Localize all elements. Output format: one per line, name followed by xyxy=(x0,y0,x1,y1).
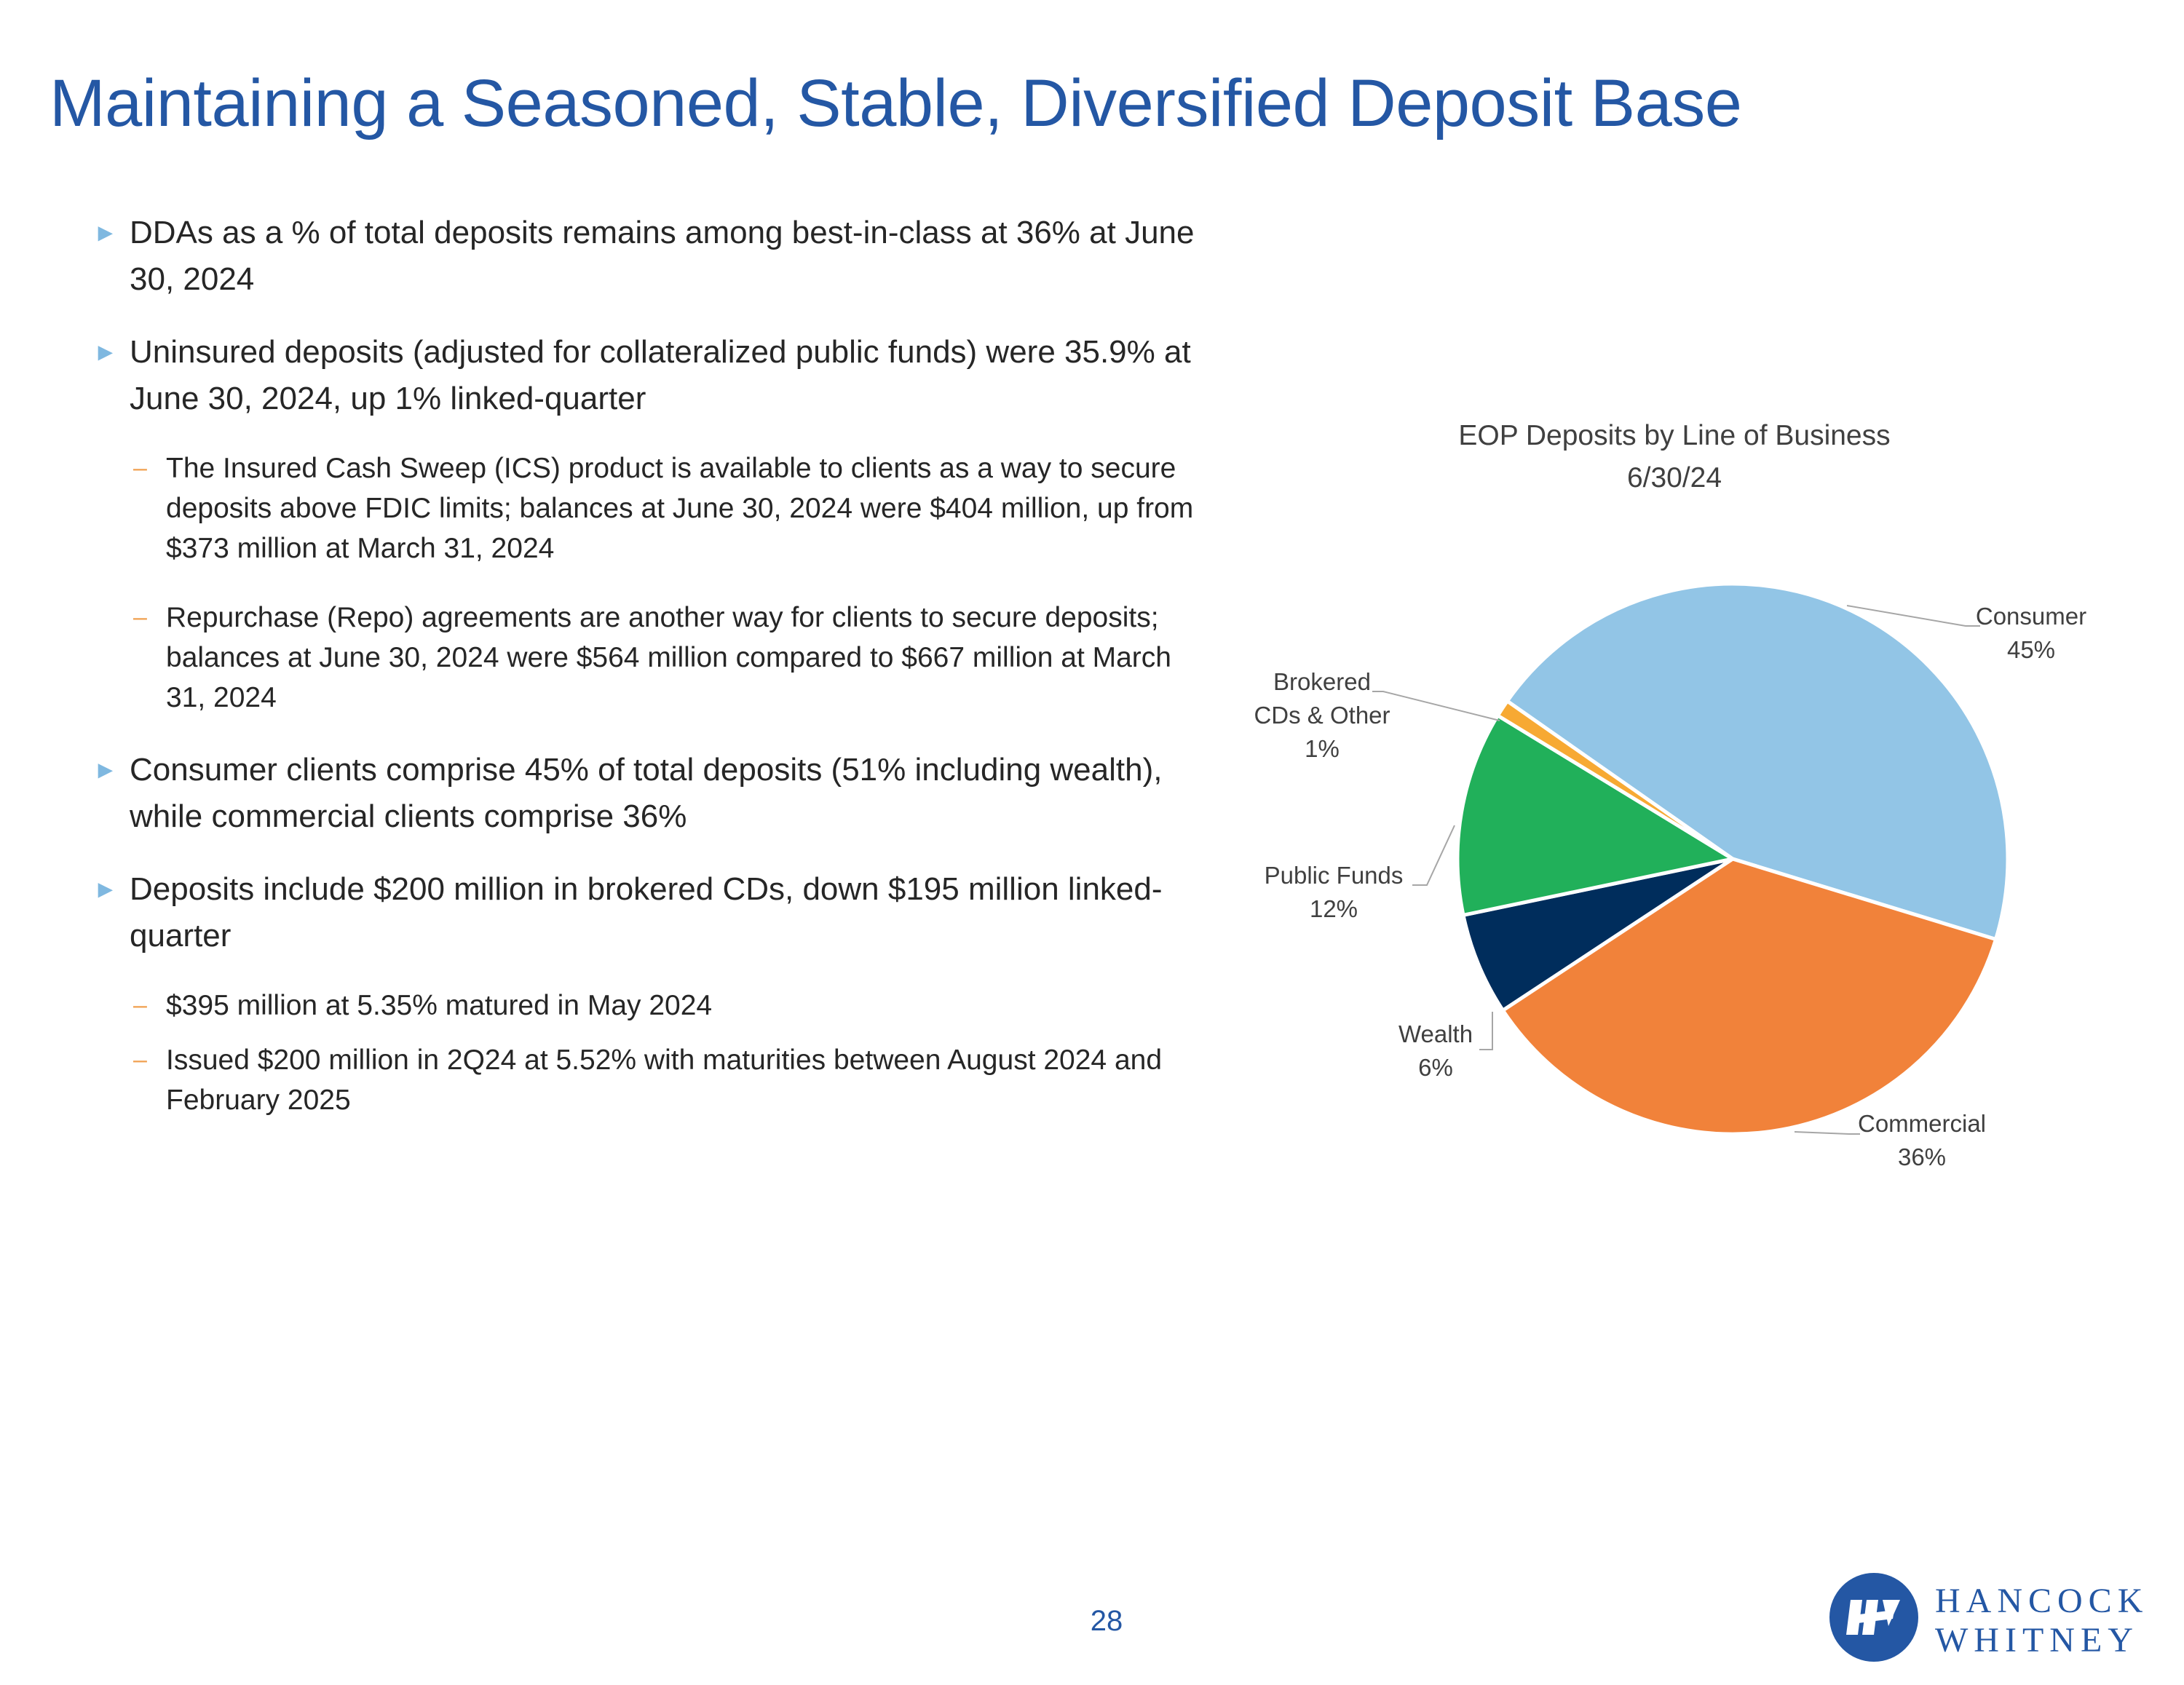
slice-percent-label: 12% xyxy=(1310,895,1358,922)
chart-subtitle: 6/30/24 xyxy=(1626,462,1722,493)
chart-title: EOP Deposits by Line of Business xyxy=(1458,420,1891,451)
pie-slice-wealth xyxy=(1461,857,1734,1013)
slice-percent-label: 45% xyxy=(2007,636,2055,663)
bullet-item: ► DDAs as a % of total deposits remains a… xyxy=(93,210,1207,303)
sub-bullet-item: – Repurchase (Repo) agreements are anothe… xyxy=(57,598,1207,718)
leader-line xyxy=(1372,691,1500,721)
dash-bullet-icon: – xyxy=(133,991,147,1019)
slice-percent-label: 36% xyxy=(1898,1143,1946,1170)
slice-label: Commercial xyxy=(1858,1110,1986,1137)
sub-bullet-item: – The Insured Cash Sweep (ICS) product is… xyxy=(57,448,1207,568)
dash-bullet-icon: – xyxy=(133,1046,147,1074)
triangle-bullet-icon: ► xyxy=(93,338,118,366)
logo-line-2: WHITNEY xyxy=(1935,1621,2139,1660)
pie-slice-commercial xyxy=(1500,857,1998,1136)
bullet-text: Consumer clients comprise 45% of total d… xyxy=(130,752,1163,834)
logo-wordmark: HANCOCK WHITNEY xyxy=(1935,1582,2148,1660)
slice-percent-label: 1% xyxy=(1305,735,1340,762)
slice-label: Consumer xyxy=(1976,603,2086,630)
chart-title-block: EOP Deposits by Line of Business 6/30/24 xyxy=(1347,415,2002,499)
triangle-bullet-icon: ► xyxy=(93,876,118,903)
slice-label: CDs & Other xyxy=(1254,702,1390,729)
triangle-bullet-icon: ► xyxy=(93,756,118,784)
triangle-bullet-icon: ► xyxy=(93,219,118,247)
pie-slice-public-funds xyxy=(1455,713,1738,918)
dash-bullet-icon: – xyxy=(133,603,147,631)
sub-bullet-text: Issued $200 million in 2Q24 at 5.52% wit… xyxy=(166,1044,1163,1116)
page-number: 28 xyxy=(1090,1605,1123,1637)
dash-bullet-icon: – xyxy=(133,454,147,482)
slice-label: Brokered xyxy=(1273,668,1371,695)
bullet-text: Deposits include $200 million in brokere… xyxy=(130,871,1163,953)
leader-line xyxy=(1412,825,1455,886)
hancock-whitney-logo-icon xyxy=(1829,1573,1918,1662)
pie-slice-brokered-cds-other xyxy=(1495,698,1734,861)
pie-slice-consumer xyxy=(1504,582,2010,942)
slice-label: Public Funds xyxy=(1265,862,1404,889)
bullet-item: ► Uninsured deposits (adjusted for collat… xyxy=(93,329,1207,422)
bullet-list: ► DDAs as a % of total deposits remains a… xyxy=(93,210,1207,1149)
leader-line xyxy=(1794,1131,1860,1135)
bullet-text: Uninsured deposits (adjusted for collate… xyxy=(130,334,1191,416)
logo-line-1: HANCOCK xyxy=(1935,1582,2149,1620)
sub-bullet-item: – Issued $200 million in 2Q24 at 5.52% wi… xyxy=(57,1040,1207,1120)
leader-line xyxy=(1846,605,1980,627)
sub-bullet-text: The Insured Cash Sweep (ICS) product is … xyxy=(166,453,1194,564)
slice-label: Wealth xyxy=(1398,1020,1473,1047)
sub-bullet-item: – $395 million at 5.35% matured in May 20… xyxy=(57,986,1207,1026)
sub-bullet-text: Repurchase (Repo) agreements are another… xyxy=(166,602,1171,713)
bullet-text: DDAs as a % of total deposits remains am… xyxy=(130,215,1195,297)
bullet-item: ► Deposits include $200 million in broker… xyxy=(93,866,1207,959)
leader-line xyxy=(1479,1012,1493,1050)
slice-percent-label: 6% xyxy=(1418,1054,1453,1081)
bullet-item: ► Consumer clients comprise 45% of total … xyxy=(93,747,1207,840)
sub-bullet-text: $395 million at 5.35% matured in May 202… xyxy=(166,990,713,1021)
slide-title: Maintaining a Seasoned, Stable, Diversif… xyxy=(50,66,1742,140)
